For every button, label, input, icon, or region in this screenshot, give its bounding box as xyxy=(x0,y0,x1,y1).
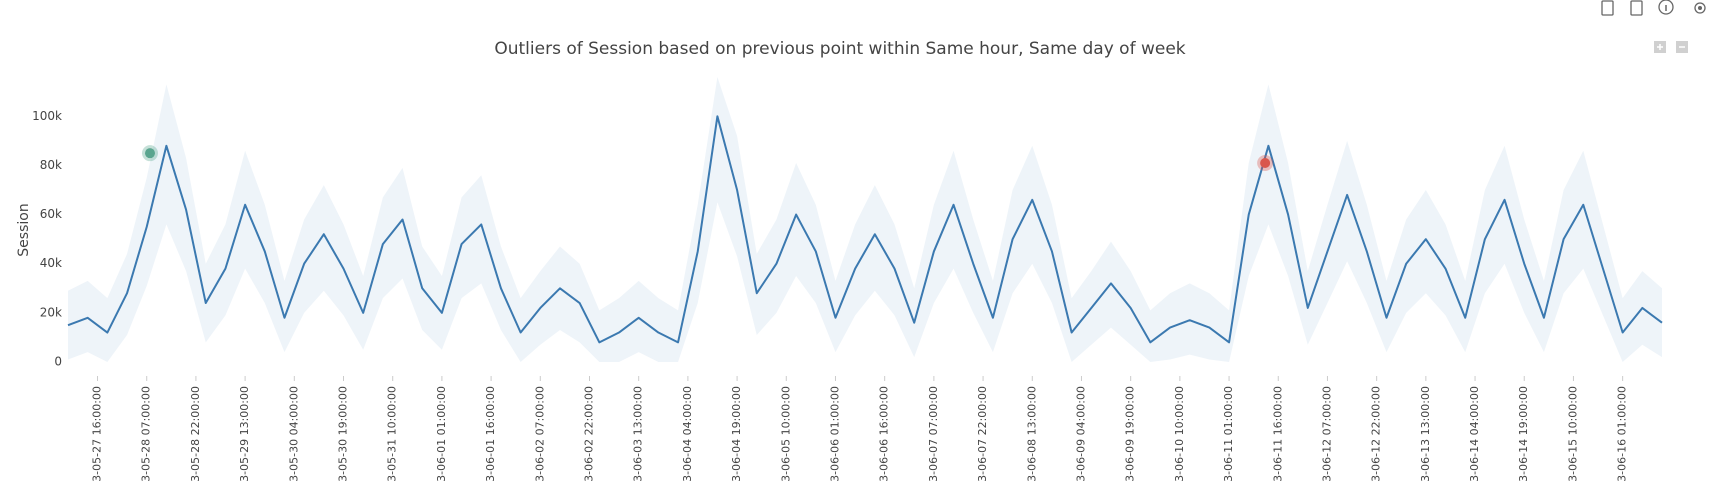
x-tick-label: 3-05-30 19:00:00 xyxy=(337,386,350,482)
x-tick-label: 3-06-08 13:00:00 xyxy=(1025,386,1038,482)
x-tick-label: 3-05-28 07:00:00 xyxy=(140,386,153,482)
x-tick-label: 3-06-04 04:00:00 xyxy=(681,386,694,482)
x-tick-label: 3-06-01 16:00:00 xyxy=(484,386,497,482)
info-button[interactable] xyxy=(1658,0,1674,15)
x-tick-label: 3-06-12 07:00:00 xyxy=(1320,386,1333,482)
x-tick-label: 3-06-16 01:00:00 xyxy=(1616,386,1629,482)
x-tick-label: 3-06-06 16:00:00 xyxy=(878,386,891,482)
x-tick-label: 3-06-04 19:00:00 xyxy=(730,386,743,482)
x-tick-label: 3-06-09 04:00:00 xyxy=(1074,386,1087,482)
series-line xyxy=(67,115,1663,344)
x-tick-label: 3-06-03 13:00:00 xyxy=(632,386,645,482)
x-tick-label: 3-05-31 10:00:00 xyxy=(386,386,399,482)
expand-button[interactable] xyxy=(1654,41,1666,53)
x-tick-label: 3-06-10 10:00:00 xyxy=(1173,386,1186,482)
x-tick-label: 3-06-01 01:00:00 xyxy=(435,386,448,482)
y-tick-label: 80k xyxy=(40,158,62,172)
x-tick-label: 3-06-07 07:00:00 xyxy=(927,386,940,482)
x-tick-label: 3-06-11 16:00:00 xyxy=(1271,386,1284,482)
y-tick-label: 0 xyxy=(54,355,62,369)
x-tick-label: 3-06-14 19:00:00 xyxy=(1517,386,1530,482)
x-tick-label: 3-06-09 19:00:00 xyxy=(1124,386,1137,482)
collapse-button[interactable] xyxy=(1676,41,1688,53)
y-tick-label: 60k xyxy=(40,207,62,221)
confidence-band xyxy=(68,77,1662,362)
x-tick-label: 3-06-07 22:00:00 xyxy=(976,386,989,482)
x-tick-label: 3-06-12 22:00:00 xyxy=(1370,386,1383,482)
x-tick-label: 3-06-05 10:00:00 xyxy=(779,386,792,482)
x-tick-label: 3-05-30 04:00:00 xyxy=(287,386,300,482)
download-image-button[interactable] xyxy=(1630,0,1643,16)
y-axis-title: Session xyxy=(16,203,32,256)
x-tick-label: 3-06-02 22:00:00 xyxy=(582,386,595,482)
x-tick-label: 3-05-27 16:00:00 xyxy=(91,386,104,482)
x-tick-label: 3-06-02 07:00:00 xyxy=(533,386,546,482)
x-tick-label: 3-06-15 10:00:00 xyxy=(1566,386,1579,482)
x-tick-label: 3-06-11 01:00:00 xyxy=(1222,386,1235,482)
chart-title: Outliers of Session based on previous po… xyxy=(494,39,1185,59)
x-tick-label: 3-06-14 04:00:00 xyxy=(1468,386,1481,482)
outlier-marker xyxy=(144,148,155,159)
x-tick-label: 3-06-06 01:00:00 xyxy=(828,386,841,482)
settings-button[interactable] xyxy=(1694,2,1706,14)
y-tick-label: 20k xyxy=(40,305,62,319)
x-tick-label: 3-05-29 13:00:00 xyxy=(238,386,251,482)
y-tick-label: 100k xyxy=(32,109,62,123)
outlier-marker xyxy=(1260,157,1271,168)
x-tick-label: 3-05-28 22:00:00 xyxy=(189,386,202,482)
download-csv-button[interactable] xyxy=(1601,0,1614,16)
y-tick-label: 40k xyxy=(40,256,62,270)
x-tick-label: 3-06-13 13:00:00 xyxy=(1419,386,1432,482)
toolbar xyxy=(1601,0,1706,53)
